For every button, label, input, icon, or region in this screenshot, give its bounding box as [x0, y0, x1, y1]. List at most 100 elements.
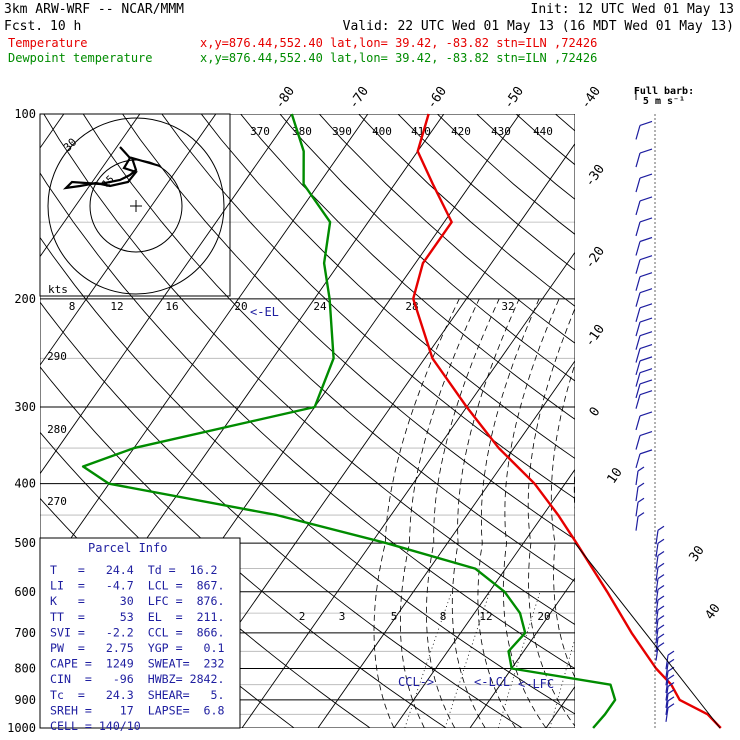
- mixing-ratio-label-2: 2: [299, 610, 306, 623]
- dry-adiabat-270: [40, 366, 447, 728]
- wind-barb-flag: [657, 615, 665, 621]
- isotherm-30: [689, 86, 740, 740]
- mixing-ratio-line-12: [597, 592, 633, 728]
- mixing-ratio-label-12: 12: [479, 610, 492, 623]
- parcel-info-row: SVI = -2.2 CCL = 866.: [50, 625, 225, 639]
- moist-adiabat--10: [373, 298, 460, 728]
- isotherm-label-m20: -20: [582, 244, 608, 272]
- wind-barb-staff: [635, 241, 641, 256]
- wind-barb-staff: [655, 609, 659, 625]
- wind-barb-staff: [655, 555, 659, 570]
- pressure-label-200: 200: [14, 292, 36, 306]
- el-marker: <-EL: [250, 305, 279, 319]
- wind-barb-flag: [657, 633, 665, 639]
- wind-barb-flag: [639, 255, 653, 261]
- speed-label-16: 16: [165, 300, 178, 313]
- wind-barb-flag: [657, 595, 665, 601]
- wind-barb-staff: [665, 655, 669, 670]
- wind-barb-flag: [639, 411, 653, 417]
- isotherm--100: [40, 114, 141, 258]
- wind-barb-flag: [639, 288, 653, 294]
- mixing-ratio-label-3: 3: [339, 610, 346, 623]
- parcel-info-row: CELL = 140/10: [50, 719, 141, 733]
- ccl-marker: CCL->: [398, 675, 434, 689]
- wind-barb-flag: [639, 217, 653, 223]
- isotherm-label-m30: -30: [582, 162, 608, 190]
- temperature-profile: [412, 113, 722, 729]
- wind-barb-flag: [639, 431, 653, 437]
- wind-barb-flag: [639, 303, 653, 309]
- lfc-marker: <-LFC: [518, 677, 554, 691]
- wind-barb-staff: [635, 453, 641, 469]
- parcel-info-row: CIN = -96 HWBZ= 2842.: [50, 672, 225, 686]
- wind-barb-staff: [635, 335, 641, 350]
- wind-barb-staff: [635, 307, 641, 322]
- wind-barb-staff: [655, 578, 659, 593]
- dry-adiabat-390: [358, 114, 575, 307]
- dry-adiabat-300: [40, 172, 575, 670]
- isotherm-label-m10: -10: [582, 322, 608, 350]
- parcel-info-title: Parcel Info: [88, 541, 167, 555]
- isotherm-0: [469, 577, 575, 728]
- pressure-label-900: 900: [14, 693, 36, 707]
- moist-adiabat--2: [425, 298, 500, 728]
- isotherm-label-10: 10: [604, 465, 625, 486]
- wind-barb-flag: [657, 585, 665, 591]
- isotherm-label-m80: -80: [272, 84, 298, 112]
- speed-label-12: 12: [110, 300, 123, 313]
- isotherm-label-0: 0: [587, 404, 604, 419]
- parcel-info-box: [39, 537, 241, 729]
- wind-barb-staff: [655, 530, 659, 545]
- wind-barb-staff: [655, 619, 659, 634]
- theta-label-430: 430: [491, 125, 511, 138]
- wind-barb-flag: [637, 497, 645, 503]
- wind-key-units: 5 m s⁻¹: [643, 96, 685, 107]
- pressure-label-800: 800: [14, 661, 36, 675]
- dry-adiabat-280: [40, 301, 523, 728]
- mixing-ratio-label-8: 8: [440, 610, 447, 623]
- wind-barb-flag: [639, 120, 653, 126]
- wind-barb-staff: [635, 360, 641, 376]
- hodograph-units-label: kts: [48, 283, 68, 296]
- wind-barb-flag: [639, 196, 653, 202]
- init-time: Init: 12 UTC Wed 01 May 13: [531, 2, 735, 17]
- wind-barb-staff: [635, 348, 641, 363]
- wind-barb-flag: [637, 512, 645, 518]
- temperature-location: x,y=876.44,552.40 lat,lon= 39.42, -83.82…: [200, 36, 597, 50]
- theta-labels: 370 380 390 400 410 420 430 440 290 280 …: [47, 125, 553, 508]
- isotherm--20: [317, 360, 575, 728]
- isotherm-label-m40: -40: [578, 84, 604, 112]
- temperature-label: Temperature: [8, 36, 87, 50]
- wind-barb-flag: [639, 148, 653, 154]
- wind-barb-staff: [665, 693, 669, 708]
- parcel-info-row: SREH = 17 LAPSE= 6.8: [50, 703, 225, 717]
- pressure-label-500: 500: [14, 536, 36, 550]
- theta-label-410: 410: [411, 125, 431, 138]
- isotherm-label-30: 30: [686, 543, 707, 564]
- pressure-label-1000: 1000: [7, 721, 36, 735]
- dry-adiabat-460: [599, 86, 740, 740]
- wind-barb-flag: [639, 343, 653, 350]
- pressure-label-600: 600: [14, 585, 36, 599]
- isotherm-label-m70: -70: [346, 84, 372, 112]
- level-markers: <-EL CCL-> <-LCL <-LFC: [250, 305, 554, 691]
- wind-barb-flag: [639, 236, 653, 243]
- moist-adiabat-22: [573, 462, 575, 517]
- wind-barb-staff: [635, 321, 641, 337]
- moist-adiabat-2: [451, 298, 520, 728]
- parcel-info-row: TT = 53 EL = 211.: [50, 610, 225, 624]
- wind-barb-staff: [655, 567, 659, 582]
- wind-barb-staff: [635, 152, 641, 168]
- wind-barb-staff: [635, 383, 641, 399]
- wind-barb-flag: [639, 317, 653, 323]
- wind-barb-flag: [657, 642, 665, 648]
- speed-label-8: 8: [69, 300, 76, 313]
- lcl-marker: <-LCL: [474, 675, 510, 689]
- wind-barb-flag: [639, 379, 653, 385]
- wind-barb-staff: [665, 663, 669, 678]
- dry-adiabat-350: [200, 114, 575, 460]
- theta-label-370: 370: [250, 125, 270, 138]
- wind-barb-staff: [635, 372, 641, 387]
- wind-barb-flag: [657, 562, 665, 568]
- theta-label-290: 290: [47, 350, 67, 363]
